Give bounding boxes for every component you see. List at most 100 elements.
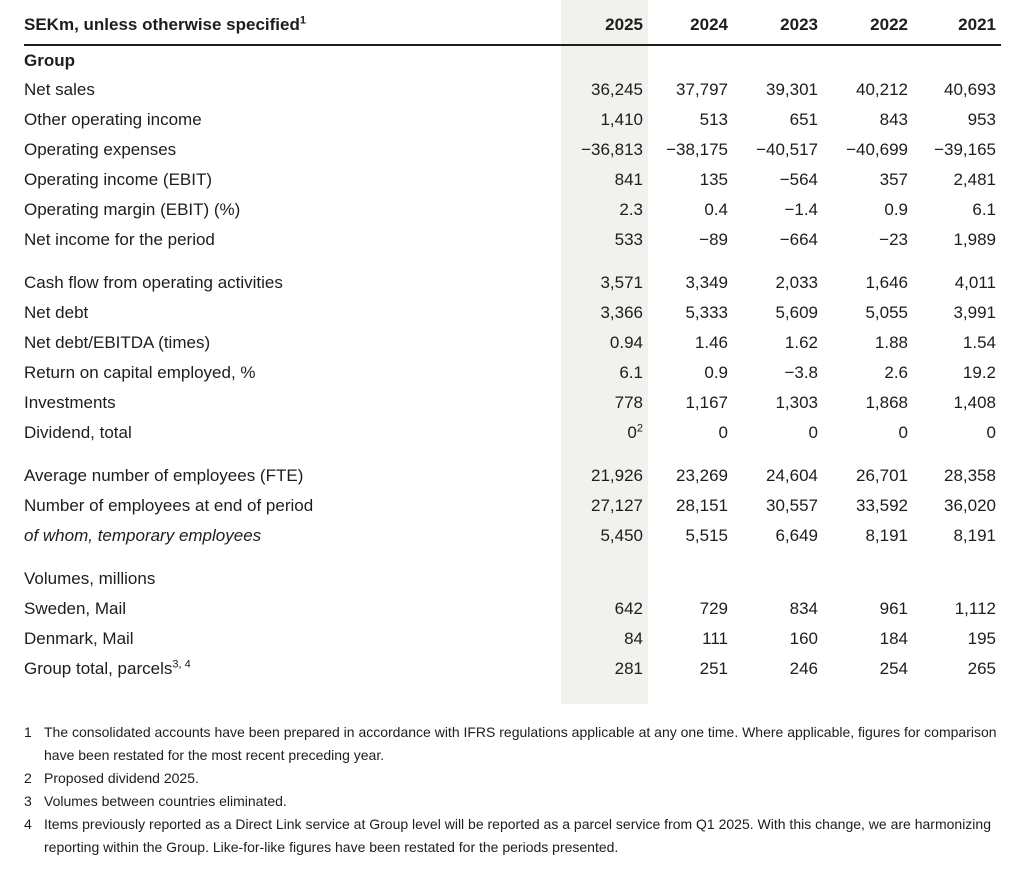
row-label-text: Group total, parcels <box>24 659 173 678</box>
table-row: Dividend, total 02 0 0 0 0 <box>24 418 1001 448</box>
table-title-footnote-ref: 1 <box>299 14 306 27</box>
value-text: 6.1 <box>619 363 643 382</box>
row-label: Return on capital employed, % <box>24 358 561 388</box>
value-text: −40,699 <box>846 140 908 159</box>
value-cell: 37,797 <box>648 75 733 105</box>
row-label: Average number of employees (FTE) <box>24 461 561 491</box>
value-cell: 642 <box>561 594 648 624</box>
row-label-text: Net debt/EBITDA (times) <box>24 333 211 352</box>
value-text: 0.94 <box>609 333 643 352</box>
empty-cell <box>648 551 733 564</box>
financial-table: SEKm, unless otherwise specified1 2025 20… <box>24 0 1001 704</box>
value-cell: −40,517 <box>733 135 823 165</box>
table-row: Operating expenses −36,813 −38,175 −40,517 −… <box>24 135 1001 165</box>
value-text: 135 <box>699 170 728 189</box>
empty-cell <box>561 684 648 704</box>
empty-cell <box>648 564 733 594</box>
value-text: 281 <box>614 659 643 678</box>
empty-cell <box>823 564 913 594</box>
footnote-number: 4 <box>24 816 32 832</box>
empty-cell <box>561 448 648 461</box>
value-text: 513 <box>699 110 728 129</box>
footnote-number: 2 <box>24 770 32 786</box>
row-label: Net sales <box>24 75 561 105</box>
value-text: 265 <box>967 659 996 678</box>
value-cell: 27,127 <box>561 491 648 521</box>
value-text: 5,333 <box>685 303 728 322</box>
value-cell: −1.4 <box>733 195 823 225</box>
empty-cell <box>733 564 823 594</box>
empty-cell <box>733 45 823 75</box>
value-text: −664 <box>779 230 818 249</box>
value-text: −564 <box>779 170 818 189</box>
value-text: −36,813 <box>581 140 643 159</box>
value-cell: 1,868 <box>823 388 913 418</box>
value-text: −38,175 <box>666 140 728 159</box>
value-text: 24,604 <box>766 466 818 485</box>
value-text: 36,245 <box>591 80 643 99</box>
value-cell: 19.2 <box>913 358 1001 388</box>
value-text: 778 <box>614 393 643 412</box>
value-text: 0 <box>898 423 908 442</box>
value-text: 3,991 <box>953 303 996 322</box>
empty-cell <box>823 448 913 461</box>
value-cell: 778 <box>561 388 648 418</box>
row-label: Sweden, Mail <box>24 594 561 624</box>
row-label: Operating income (EBIT) <box>24 165 561 195</box>
value-cell: 33,592 <box>823 491 913 521</box>
value-cell: 8,191 <box>913 521 1001 551</box>
table-title-text: SEKm, unless otherwise specified <box>24 15 300 34</box>
value-cell: 135 <box>648 165 733 195</box>
value-text: 8,191 <box>865 526 908 545</box>
value-cell: 39,301 <box>733 75 823 105</box>
value-cell: 111 <box>648 624 733 654</box>
empty-cell <box>913 551 1001 564</box>
value-text: 0.4 <box>704 200 728 219</box>
footnote-item: 2 Proposed dividend 2025. <box>24 767 1018 790</box>
value-text: 642 <box>614 599 643 618</box>
row-label: Net income for the period <box>24 225 561 255</box>
table-row: Net income for the period 533 −89 −664 −23 1,… <box>24 225 1001 255</box>
value-cell: 6.1 <box>561 358 648 388</box>
empty-cell <box>823 684 913 704</box>
value-text: 1,989 <box>953 230 996 249</box>
value-text: 28,151 <box>676 496 728 515</box>
row-label-text: Net sales <box>24 80 95 99</box>
value-text: 2,033 <box>775 273 818 292</box>
value-text: 27,127 <box>591 496 643 515</box>
footnote-text: The consolidated accounts have been prep… <box>44 724 997 763</box>
empty-cell <box>823 255 913 268</box>
section-title-row: Group <box>24 45 1001 75</box>
value-text: 30,557 <box>766 496 818 515</box>
value-cell: 1.62 <box>733 328 823 358</box>
value-text: −39,165 <box>934 140 996 159</box>
row-label-text: Operating margin (EBIT) (%) <box>24 200 241 219</box>
value-text: 5,515 <box>685 526 728 545</box>
row-label-text: Denmark, Mail <box>24 629 134 648</box>
value-cell: 6.1 <box>913 195 1001 225</box>
empty-cell <box>733 551 823 564</box>
table-row: Denmark, Mail 84 111 160 184 195 <box>24 624 1001 654</box>
value-cell: 1,410 <box>561 105 648 135</box>
value-text: 40,212 <box>856 80 908 99</box>
empty-cell <box>561 255 648 268</box>
value-text: 251 <box>699 659 728 678</box>
value-text: 1,410 <box>600 110 643 129</box>
value-text: −3.8 <box>784 363 818 382</box>
value-text: 0 <box>718 423 728 442</box>
row-label: of whom, temporary employees <box>24 521 561 551</box>
value-cell: 1,408 <box>913 388 1001 418</box>
value-cell: 533 <box>561 225 648 255</box>
table-row: of whom, temporary employees 5,450 5,515 6,… <box>24 521 1001 551</box>
value-cell: 8,191 <box>823 521 913 551</box>
value-text: 2.3 <box>619 200 643 219</box>
empty-cell <box>733 255 823 268</box>
table-row: Net sales 36,245 37,797 39,301 40,212 40,693 <box>24 75 1001 105</box>
value-cell: 0 <box>913 418 1001 448</box>
value-text: 0 <box>627 423 637 442</box>
row-label-text: Operating expenses <box>24 140 177 159</box>
value-cell: 281 <box>561 654 648 684</box>
value-cell: 02 <box>561 418 648 448</box>
table-row: Investments 778 1,167 1,303 1,868 1,408 <box>24 388 1001 418</box>
